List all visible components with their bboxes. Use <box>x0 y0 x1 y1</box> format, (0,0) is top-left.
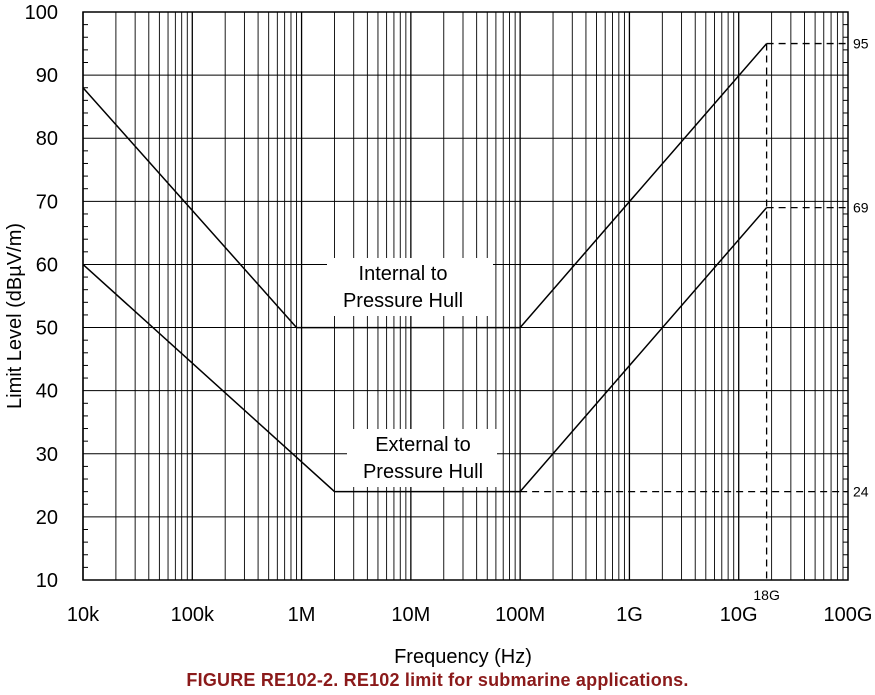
y-tick-label: 40 <box>36 381 58 403</box>
x-tick-label: 10G <box>720 604 758 626</box>
x-tick-label: 10k <box>67 604 100 626</box>
region-labels: Internal to Pressure Hull External to Pr… <box>327 258 497 487</box>
external-label-line1: External to <box>375 434 471 456</box>
x-axis-title: Frequency (Hz) <box>394 646 532 668</box>
x-tick-label: 1G <box>616 604 643 626</box>
reference-dashes <box>520 42 848 580</box>
chart: Internal to Pressure Hull External to Pr… <box>4 2 873 668</box>
tick-labels: 10k 100k 1M 10M 100M 1G 10G 100G 10 20 30 40 50 60 70 8… <box>25 2 873 626</box>
right-value-label: 95 <box>853 36 869 52</box>
grid <box>82 11 848 581</box>
right-value-label: 69 <box>853 200 869 216</box>
plot-frame <box>82 11 849 581</box>
x-tick-label: 100M <box>495 604 545 626</box>
y-tick-label: 30 <box>36 444 58 466</box>
x-tick-label: 100k <box>171 604 215 626</box>
series-internal-line <box>82 43 768 329</box>
y-tick-label: 90 <box>36 65 58 87</box>
y-tick-label: 100 <box>25 2 58 24</box>
internal-label-background <box>327 258 493 316</box>
y-tick-label: 50 <box>36 318 58 340</box>
external-label-line2: Pressure Hull <box>363 461 483 483</box>
y-tick-label: 10 <box>36 570 58 592</box>
internal-label-line2: Pressure Hull <box>343 290 463 312</box>
y-axis-title: Limit Level (dBµV/m) <box>4 223 26 409</box>
right-value-label: 24 <box>853 484 869 500</box>
figure-caption: FIGURE RE102-2. RE102 limit for submarin… <box>186 670 689 690</box>
y-tick-label: 60 <box>36 254 58 276</box>
y-tick-label: 80 <box>36 128 58 150</box>
x-tick-label: 1M <box>288 604 316 626</box>
frequency-marker-label: 18G <box>753 587 779 603</box>
series-external-line <box>82 207 768 493</box>
x-tick-label: 100G <box>824 604 873 626</box>
y-tick-label: 70 <box>36 191 58 213</box>
internal-label-line1: Internal to <box>359 263 448 285</box>
x-tick-label: 10M <box>391 604 430 626</box>
series-lines <box>82 43 768 493</box>
external-label-background <box>347 429 497 487</box>
y-tick-label: 20 <box>36 507 58 529</box>
